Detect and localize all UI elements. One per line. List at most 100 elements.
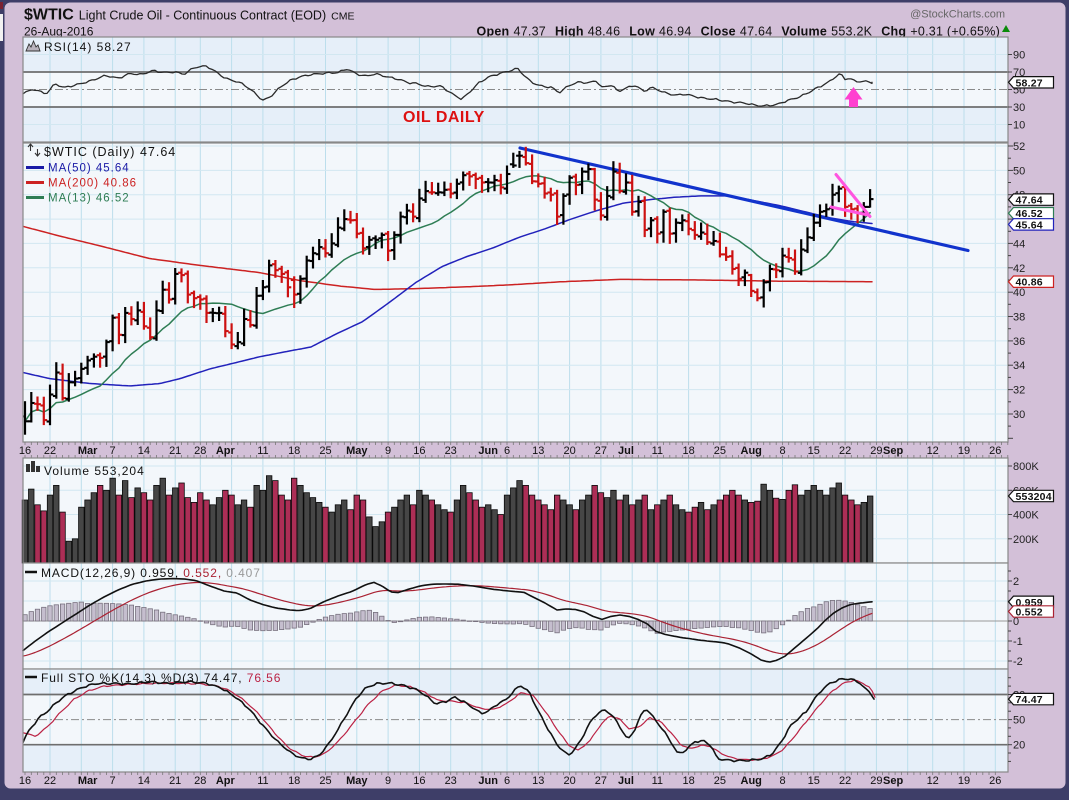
- svg-text:@StockCharts.com: @StockCharts.com: [910, 9, 1005, 21]
- svg-text:50: 50: [1013, 715, 1025, 727]
- svg-text:19: 19: [958, 775, 970, 787]
- svg-text:6: 6: [504, 775, 510, 787]
- svg-text:Apr: Apr: [216, 775, 236, 787]
- svg-text:25: 25: [714, 445, 726, 457]
- svg-text:30: 30: [1013, 102, 1025, 114]
- svg-text:200K: 200K: [1013, 534, 1039, 546]
- svg-text:Sep: Sep: [883, 445, 903, 457]
- svg-text:23: 23: [445, 775, 457, 787]
- svg-text:2: 2: [1013, 576, 1019, 588]
- svg-text:18: 18: [682, 775, 694, 787]
- svg-text:38: 38: [1013, 312, 1025, 324]
- svg-text:50: 50: [1013, 165, 1025, 177]
- svg-text:8: 8: [779, 775, 785, 787]
- svg-text:13: 13: [532, 775, 544, 787]
- svg-text:23: 23: [445, 445, 457, 457]
- svg-text:36: 36: [1013, 336, 1025, 348]
- svg-text:MA(200) 40.86: MA(200) 40.86: [48, 178, 137, 190]
- svg-text:11: 11: [257, 775, 268, 787]
- svg-text:May: May: [346, 775, 368, 787]
- svg-text:27: 27: [595, 775, 607, 787]
- svg-text:29: 29: [870, 775, 882, 787]
- svg-text:-2: -2: [1013, 656, 1023, 668]
- svg-text:16: 16: [413, 445, 425, 457]
- svg-text:32: 32: [1013, 385, 1025, 397]
- svg-text:22: 22: [839, 445, 851, 457]
- svg-text:74.47: 74.47: [1016, 694, 1043, 706]
- svg-text:800K: 800K: [1013, 461, 1039, 473]
- svg-text:9: 9: [385, 445, 391, 457]
- svg-text:40: 40: [1013, 287, 1025, 299]
- svg-text:Aug: Aug: [741, 775, 762, 787]
- svg-text:42: 42: [1013, 263, 1025, 275]
- svg-text:27: 27: [595, 445, 607, 457]
- svg-text:6: 6: [504, 445, 510, 457]
- svg-text:21: 21: [169, 775, 181, 787]
- svg-text:28: 28: [194, 445, 206, 457]
- svg-text:29: 29: [870, 445, 882, 457]
- svg-text:14: 14: [138, 775, 150, 787]
- svg-text:11: 11: [652, 775, 663, 787]
- svg-text:45.64: 45.64: [1016, 219, 1043, 231]
- svg-text:0: 0: [1013, 616, 1019, 628]
- svg-text:8: 8: [779, 445, 785, 457]
- svg-text:400K: 400K: [1013, 510, 1039, 522]
- svg-text:9: 9: [385, 775, 391, 787]
- svg-text:20: 20: [563, 445, 575, 457]
- svg-text:52: 52: [1013, 141, 1025, 153]
- svg-text:7: 7: [110, 445, 116, 457]
- svg-text:11: 11: [257, 445, 268, 457]
- svg-text:Jun: Jun: [478, 775, 498, 787]
- svg-text:Sep: Sep: [883, 775, 903, 787]
- svg-text:0.552: 0.552: [1016, 607, 1043, 619]
- svg-text:20: 20: [1013, 740, 1025, 752]
- svg-text:25: 25: [714, 775, 726, 787]
- svg-text:$WTIC (Daily) 47.64: $WTIC (Daily) 47.64: [44, 145, 176, 159]
- svg-text:-1: -1: [1013, 636, 1023, 648]
- svg-text:16: 16: [19, 445, 31, 457]
- svg-text:15: 15: [808, 445, 820, 457]
- svg-text:20: 20: [563, 775, 575, 787]
- svg-text:14: 14: [138, 445, 150, 457]
- svg-text:90: 90: [1013, 50, 1025, 62]
- svg-text:Jun: Jun: [478, 445, 498, 457]
- svg-text:15: 15: [808, 775, 820, 787]
- svg-text:13: 13: [532, 445, 544, 457]
- svg-text:Jul: Jul: [618, 775, 634, 787]
- svg-text:16: 16: [413, 775, 425, 787]
- svg-text:Aug: Aug: [741, 445, 762, 457]
- svg-text:OIL DAILY: OIL DAILY: [403, 109, 485, 126]
- svg-text:MA(50) 45.64: MA(50) 45.64: [48, 163, 130, 175]
- svg-text:RSI(14) 58.27: RSI(14) 58.27: [44, 40, 132, 54]
- svg-text:MACD(12,26,9) 0.959, 0.552, 0.: MACD(12,26,9) 0.959, 0.552, 0.407: [41, 566, 261, 580]
- svg-text:46.52: 46.52: [1016, 208, 1043, 220]
- svg-text:26: 26: [989, 775, 1001, 787]
- svg-text:26-Aug-2016: 26-Aug-2016: [24, 25, 94, 39]
- svg-text:21: 21: [169, 445, 181, 457]
- svg-text:26: 26: [989, 445, 1001, 457]
- svg-text:MA(13) 46.52: MA(13) 46.52: [48, 193, 130, 205]
- svg-text:30: 30: [1013, 409, 1025, 421]
- svg-text:12: 12: [927, 445, 939, 457]
- svg-text:Full STO %K(14,3) %D(3) 74.47,: Full STO %K(14,3) %D(3) 74.47, 76.56: [41, 671, 281, 685]
- svg-text:19: 19: [958, 445, 970, 457]
- svg-text:22: 22: [44, 445, 56, 457]
- svg-text:22: 22: [44, 775, 56, 787]
- svg-text:16: 16: [19, 775, 31, 787]
- svg-text:Mar: Mar: [78, 445, 98, 457]
- svg-text:Volume 553,204: Volume 553,204: [44, 464, 145, 478]
- svg-text:18: 18: [682, 445, 694, 457]
- svg-text:28: 28: [194, 775, 206, 787]
- svg-text:12: 12: [927, 775, 939, 787]
- svg-text:Apr: Apr: [216, 445, 236, 457]
- svg-text:May: May: [346, 445, 368, 457]
- svg-text:25: 25: [319, 775, 331, 787]
- svg-text:11: 11: [652, 445, 663, 457]
- svg-text:553204: 553204: [1016, 491, 1052, 503]
- svg-text:34: 34: [1013, 360, 1025, 372]
- svg-text:18: 18: [288, 445, 300, 457]
- svg-text:7: 7: [110, 775, 116, 787]
- svg-text:25: 25: [319, 445, 331, 457]
